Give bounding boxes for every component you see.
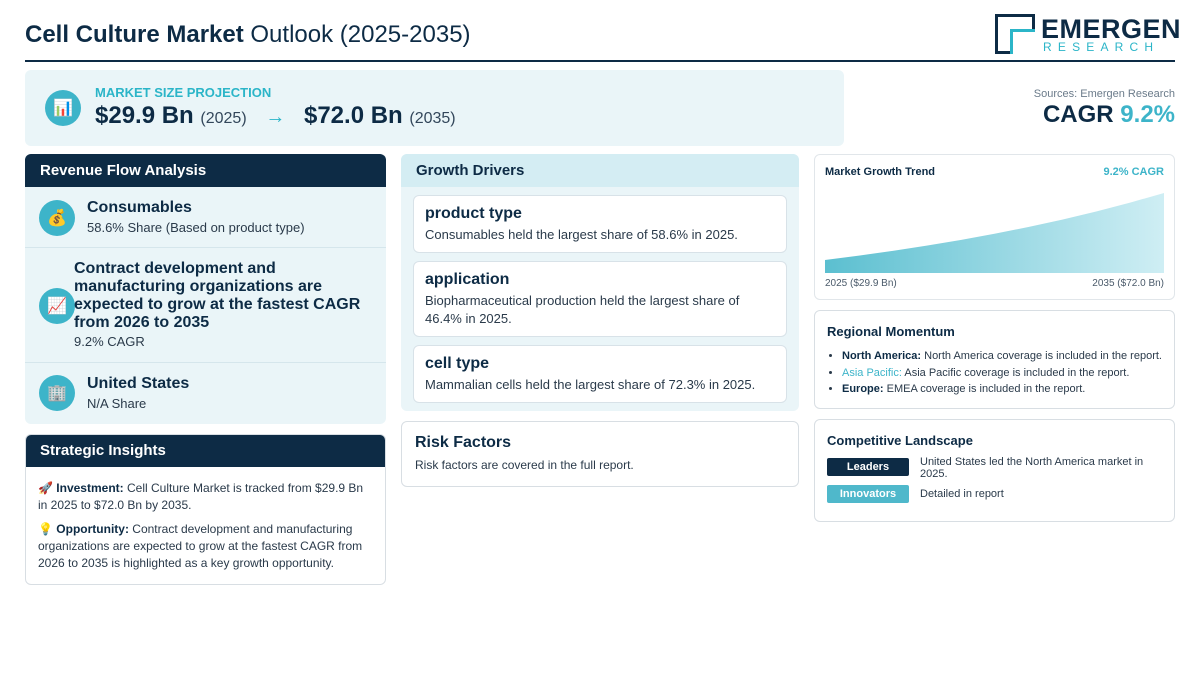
opportunity-label: Opportunity: — [56, 522, 129, 536]
projection-end-value: $72.0 Bn — [303, 102, 403, 129]
sources-text: Sources: Emergen Research — [1033, 88, 1175, 100]
strategic-insights-card: Strategic Insights 🚀 Investment: Cell Cu… — [25, 434, 386, 585]
risk-factors-card: Risk Factors Risk factors are covered in… — [401, 421, 799, 487]
revenue-flow-card: Revenue Flow Analysis 💰 Consumables 58.6… — [25, 154, 386, 424]
region-name: Europe: — [842, 383, 884, 395]
revenue-item-title: Contract development and manufacturing o… — [74, 260, 361, 331]
regional-momentum-title: Regional Momentum — [827, 324, 955, 339]
region-list: North America: North America coverage is… — [842, 348, 1172, 398]
revenue-item-sub: 9.2% CAGR — [74, 334, 145, 349]
opportunity-insight: 💡 Opportunity: Contract development and … — [38, 521, 372, 572]
region-text: EMEA coverage is included in the report. — [886, 383, 1086, 395]
revenue-item-sub: 58.6% Share (Based on product type) — [87, 220, 305, 235]
driver-title: application — [425, 271, 510, 288]
page-title: Cell Culture Market Outlook (2025-2035) — [25, 21, 471, 49]
strategic-insights-heading: Strategic Insights — [26, 435, 385, 467]
light-bulb-icon: 💡 — [38, 522, 53, 536]
revenue-flow-heading: Revenue Flow Analysis — [25, 154, 386, 187]
innovators-text: Detailed in report — [920, 488, 1004, 500]
trend-area-series — [825, 193, 1164, 273]
opportunity-text: Contract development and manufacturing o… — [38, 522, 363, 570]
arrow-right-icon: → — [265, 106, 286, 128]
office-building-icon: 🏢 — [39, 375, 75, 411]
bar-chart-icon: 📊 — [45, 90, 81, 126]
trend-area-chart — [825, 193, 1164, 273]
market-size-projection: 📊 MARKET SIZE PROJECTION $29.9 Bn (2025)… — [25, 70, 844, 146]
driver-item: application Biopharmaceutical production… — [413, 261, 787, 337]
trend-cagr: 9.2% CAGR — [1103, 166, 1164, 178]
region-name: North America: — [842, 350, 922, 362]
trend-end-label: 2035 ($72.0 Bn) — [1092, 278, 1164, 289]
projection-start-value: $29.9 Bn — [95, 102, 194, 129]
cagr-percent: 9.2% — [1120, 101, 1175, 128]
cagr-summary: Sources: Emergen Research CAGR 9.2% — [1034, 88, 1175, 129]
innovators-badge: Innovators — [827, 485, 909, 503]
revenue-item-title: Consumables — [87, 199, 192, 216]
page-title-rest: Outlook (2025-2035) — [250, 21, 471, 48]
trend-title: Market Growth Trend — [825, 166, 936, 178]
revenue-item: 💰 Consumables 58.6% Share (Based on prod… — [25, 187, 386, 248]
leaders-badge: Leaders — [827, 458, 909, 476]
revenue-item-title: United States — [87, 375, 190, 392]
region-item: Europe: EMEA coverage is included in the… — [842, 381, 1172, 398]
projection-values: $29.9 Bn (2025) → $72.0 Bn (2035) — [95, 102, 456, 130]
region-name: Asia Pacific: — [842, 366, 902, 379]
investment-text: Cell Culture Market is tracked from $29.… — [38, 481, 364, 512]
investment-insight: 🚀 Investment: Cell Culture Market is tra… — [38, 480, 372, 514]
regional-momentum-card: Regional Momentum North America: North A… — [814, 310, 1175, 409]
projection-start-year: (2025) — [200, 110, 247, 127]
competitive-landscape-title: Competitive Landscape — [827, 433, 973, 448]
page-header: Cell Culture Market Outlook (2025-2035) … — [25, 14, 1181, 62]
page-title-bold: Cell Culture Market — [25, 21, 244, 48]
investment-label: Investment: — [56, 481, 124, 495]
trend-start-label: 2025 ($29.9 Bn) — [825, 278, 897, 289]
leaders-text: United States led the North America mark… — [920, 456, 1144, 480]
projection-label: MARKET SIZE PROJECTION — [95, 85, 272, 100]
driver-text: Consumables held the largest share of 58… — [425, 227, 738, 242]
chart-increasing-icon: 📈 — [39, 288, 75, 324]
market-growth-trend-card: Market Growth Trend 9.2% CAGR 2025 ($29.… — [814, 154, 1175, 300]
region-item: Asia Pacific: Asia Pacific coverage is i… — [842, 365, 1172, 382]
money-bag-icon: 💰 — [39, 200, 75, 236]
driver-title: product type — [425, 205, 522, 222]
rocket-icon: 🚀 — [38, 481, 53, 495]
cagr-value: CAGR 9.2% — [1034, 101, 1175, 129]
region-item: North America: North America coverage is… — [842, 348, 1172, 365]
risk-factors-title: Risk Factors — [415, 434, 512, 451]
driver-item: cell type Mammalian cells held the large… — [413, 345, 787, 403]
revenue-item: 🏢 United States N/A Share — [25, 363, 386, 424]
cagr-label: CAGR — [1042, 101, 1114, 128]
revenue-item-sub: N/A Share — [87, 396, 147, 411]
competitive-landscape-card: Competitive Landscape Leaders United Sta… — [814, 419, 1175, 522]
logo-sub-text: RESEARCH — [1043, 40, 1160, 54]
region-text: Asia Pacific coverage is included in the… — [904, 366, 1130, 379]
emergen-logo: EMERGEN RESEARCH — [995, 14, 1181, 56]
driver-text: Mammalian cells held the largest share o… — [425, 377, 756, 392]
growth-drivers-card: Growth Drivers product type Consumables … — [401, 154, 799, 411]
driver-item: product type Consumables held the larges… — [413, 195, 787, 253]
driver-title: cell type — [425, 355, 490, 372]
logo-square-icon — [995, 14, 1035, 54]
growth-drivers-heading: Growth Drivers — [401, 154, 799, 187]
revenue-item: 📈 Contract development and manufacturing… — [25, 248, 386, 363]
driver-text: Biopharmaceutical production held the la… — [425, 293, 740, 326]
logo-main-text: EMERGEN — [1041, 14, 1182, 44]
risk-factors-text: Risk factors are covered in the full rep… — [415, 458, 634, 472]
region-text: North America coverage is included in th… — [924, 350, 1162, 362]
projection-end-year: (2035) — [409, 110, 456, 127]
